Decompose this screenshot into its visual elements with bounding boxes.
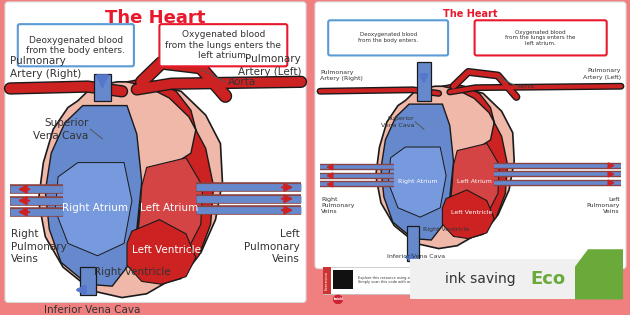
Polygon shape <box>450 143 500 226</box>
Bar <box>333 270 353 289</box>
Text: Right
Pulmonary
Veins: Right Pulmonary Veins <box>321 197 355 215</box>
Text: Right Ventricle: Right Ventricle <box>93 267 170 277</box>
Polygon shape <box>55 163 132 256</box>
Text: Right
Pulmonary
Veins: Right Pulmonary Veins <box>11 229 67 264</box>
FancyBboxPatch shape <box>328 20 448 55</box>
Text: Left Ventricle: Left Ventricle <box>132 245 201 255</box>
Text: Eco: Eco <box>530 270 566 288</box>
FancyBboxPatch shape <box>474 20 607 55</box>
Text: Extension: Extension <box>325 271 329 290</box>
Text: Deoxygenated blood
from the body enters.: Deoxygenated blood from the body enters. <box>26 36 125 55</box>
Bar <box>417 62 430 100</box>
Bar <box>79 267 96 295</box>
Text: The Heart: The Heart <box>444 9 498 19</box>
Text: Aorta: Aorta <box>518 84 536 89</box>
Text: Inferior Vena Cava: Inferior Vena Cava <box>387 254 445 259</box>
Polygon shape <box>442 190 494 238</box>
FancyBboxPatch shape <box>323 266 443 294</box>
Text: Left Atrium: Left Atrium <box>457 179 491 184</box>
FancyBboxPatch shape <box>18 24 134 66</box>
Text: Oxygenated blood
from the lungs enters the
left atrium.: Oxygenated blood from the lungs enters t… <box>505 30 576 46</box>
Bar <box>407 226 419 261</box>
Polygon shape <box>127 79 214 284</box>
Bar <box>323 266 331 294</box>
Text: ink saving: ink saving <box>445 272 515 286</box>
Text: Right Ventricle: Right Ventricle <box>423 227 469 232</box>
FancyBboxPatch shape <box>5 2 306 302</box>
Text: Superior
Vena Cava: Superior Vena Cava <box>381 117 415 128</box>
Text: Inferior Vena Cava: Inferior Vena Cava <box>44 305 140 315</box>
Polygon shape <box>38 82 222 298</box>
Polygon shape <box>388 147 446 217</box>
Text: Pulmonary
Artery (Left): Pulmonary Artery (Left) <box>238 54 301 77</box>
FancyBboxPatch shape <box>315 2 626 269</box>
FancyBboxPatch shape <box>410 259 623 300</box>
Text: Oxygenated blood
from the lungs enters the
left atrium.: Oxygenated blood from the lungs enters t… <box>165 30 282 60</box>
Text: Left Ventricle: Left Ventricle <box>451 210 493 215</box>
Text: Left
Pulmonary
Veins: Left Pulmonary Veins <box>244 229 300 264</box>
Text: Explore this resource using amazing augmented reality!
Simply scan this code wit: Explore this resource using amazing augm… <box>358 276 458 284</box>
Text: Aorta: Aorta <box>228 77 256 87</box>
Text: Left
Pulmonary
Veins: Left Pulmonary Veins <box>587 197 620 215</box>
Text: The Heart: The Heart <box>105 9 205 27</box>
Polygon shape <box>45 106 142 286</box>
FancyBboxPatch shape <box>159 24 287 66</box>
Polygon shape <box>127 220 196 284</box>
Text: Right Atrium: Right Atrium <box>398 179 438 184</box>
Text: Pulmonary
Artery (Left): Pulmonary Artery (Left) <box>583 68 621 80</box>
Polygon shape <box>137 158 203 267</box>
Polygon shape <box>442 84 508 238</box>
Text: Right Atrium: Right Atrium <box>62 203 127 213</box>
Text: Deoxygenated blood
from the body enters.: Deoxygenated blood from the body enters. <box>358 32 418 43</box>
Polygon shape <box>381 104 454 240</box>
Text: Pulmonary
Artery (Right): Pulmonary Artery (Right) <box>320 70 363 81</box>
Text: twinkl: twinkl <box>333 297 343 301</box>
Bar <box>93 74 112 101</box>
Polygon shape <box>375 86 514 249</box>
Text: Pulmonary
Artery (Right): Pulmonary Artery (Right) <box>10 56 81 79</box>
Text: Left Atrium: Left Atrium <box>140 203 198 213</box>
Text: Superior
Vena Cava: Superior Vena Cava <box>33 118 89 140</box>
Circle shape <box>333 295 343 304</box>
Polygon shape <box>575 249 623 300</box>
